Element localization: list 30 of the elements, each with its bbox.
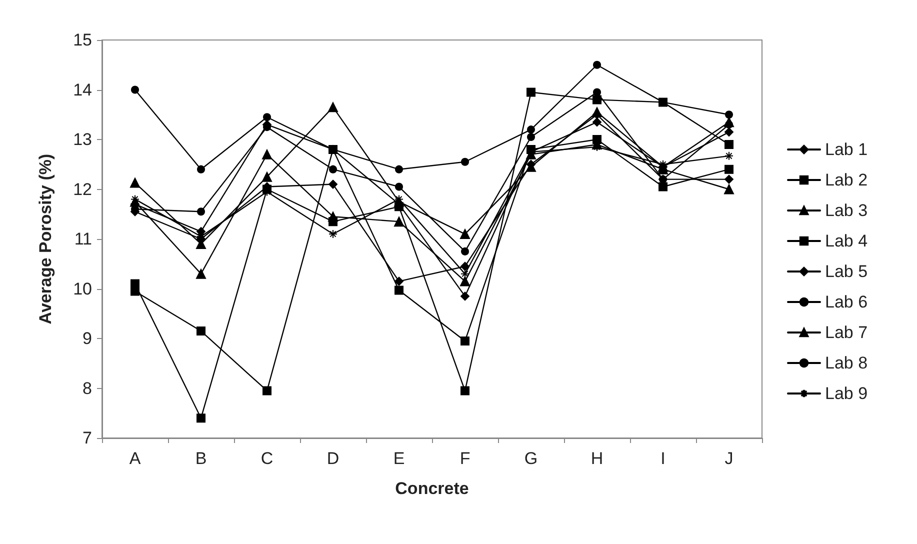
x-axis-title: Concrete bbox=[395, 479, 469, 498]
legend-label: Lab 3 bbox=[825, 201, 868, 220]
x-tick-label: I bbox=[660, 449, 666, 468]
y-tick-label: 12 bbox=[73, 180, 92, 199]
y-tick-label: 13 bbox=[73, 130, 92, 149]
x-tick-label: E bbox=[393, 449, 405, 468]
legend-label: Lab 6 bbox=[825, 292, 868, 312]
x-tick-label: B bbox=[195, 449, 207, 468]
legend-label: Lab 4 bbox=[825, 232, 868, 250]
legend-label: Lab 1 bbox=[825, 140, 868, 159]
legend-label: Lab 8 bbox=[825, 354, 868, 372]
x-tick-label: F bbox=[460, 449, 470, 468]
y-tick-label: 15 bbox=[73, 30, 92, 50]
x-tick-label: C bbox=[260, 449, 274, 468]
y-tick-label: 8 bbox=[82, 378, 92, 398]
legend-label: Lab 5 bbox=[825, 262, 868, 281]
y-tick-label: 10 bbox=[73, 279, 92, 298]
y-tick-label: 14 bbox=[73, 80, 92, 100]
y-tick-label: 7 bbox=[82, 428, 92, 448]
x-tick-label: H bbox=[590, 449, 604, 468]
legend-label: Lab 9 bbox=[825, 384, 868, 403]
y-tick-label: 11 bbox=[74, 230, 92, 248]
x-tick-label: D bbox=[326, 449, 340, 468]
y-axis-title: Average Porosity (%) bbox=[36, 154, 55, 324]
x-tick-label: G bbox=[524, 449, 538, 468]
x-tick-label: J bbox=[724, 449, 734, 468]
x-tick-label: A bbox=[129, 449, 142, 468]
legend-label: Lab 7 bbox=[825, 323, 868, 342]
legend-label: Lab 2 bbox=[825, 170, 868, 190]
y-tick-label: 9 bbox=[82, 329, 92, 348]
